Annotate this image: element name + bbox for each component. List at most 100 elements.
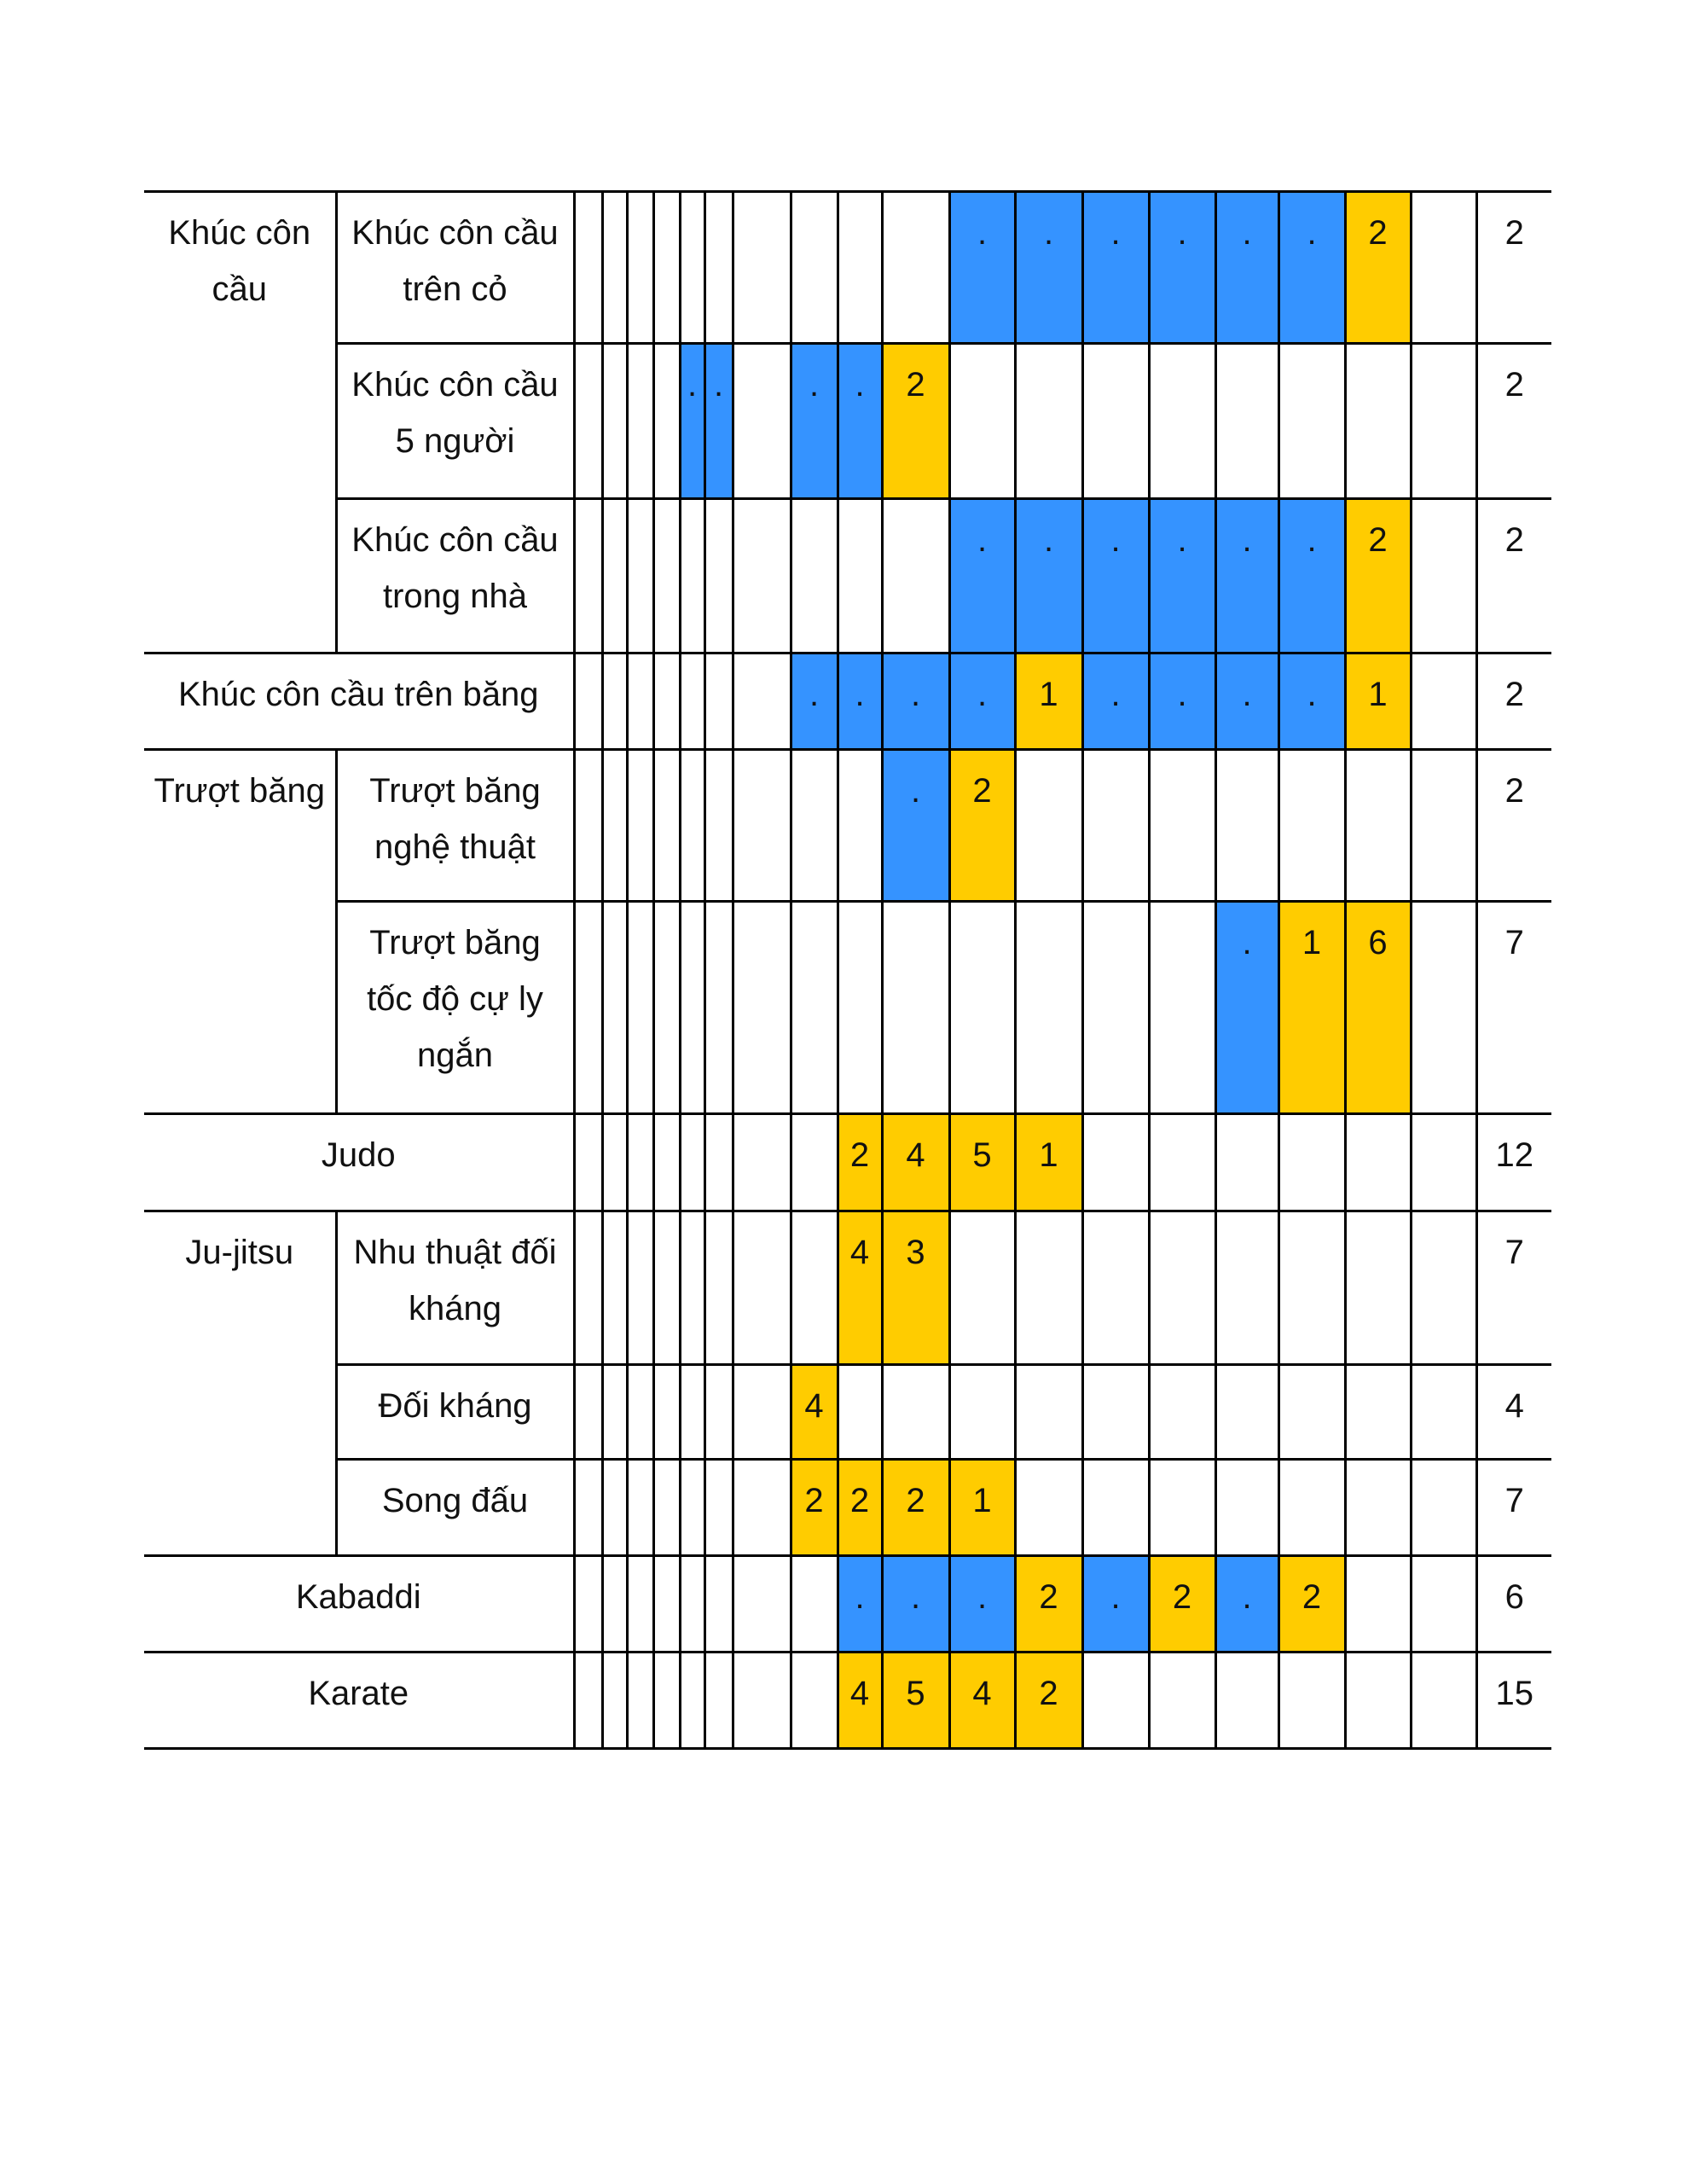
empty-cell: [1081, 900, 1151, 1115]
empty-cell: [703, 652, 734, 751]
event-name: Khúc côn cầu 5 người: [334, 342, 576, 500]
empty-cell: [600, 900, 629, 1115]
empty-cell: [1147, 1210, 1217, 1366]
session-cell: .: [1214, 900, 1280, 1115]
empty-cell: [678, 1112, 706, 1212]
empty-cell: [572, 190, 604, 345]
medal-event-cell: 6: [1343, 900, 1412, 1115]
session-cell: .: [1214, 1554, 1280, 1653]
medal-event-cell: 4: [836, 1210, 884, 1366]
table-row: Trượt băng Trượt băng nghệ thuật. 2 2: [144, 748, 1551, 1115]
empty-cell: [1147, 1363, 1217, 1461]
empty-cell: [625, 1458, 655, 1557]
empty-cell: [731, 652, 792, 751]
empty-cell: [572, 497, 604, 654]
table-row: Khúc côn cầu 5 người.... 2 2: [144, 342, 1551, 500]
session-cell: .: [1277, 652, 1347, 751]
medal-event-cell: 5: [948, 1112, 1017, 1212]
empty-cell: [572, 900, 604, 1115]
medal-event-cell: 4: [836, 1651, 884, 1750]
empty-cell: [652, 190, 681, 345]
session-cell: .: [1081, 652, 1151, 751]
sport-group-name: Khúc côn cầu: [144, 190, 338, 654]
empty-cell: [652, 1554, 681, 1653]
table-row: Kabaddi... 2. 2. 2 6: [144, 1554, 1551, 1653]
medal-event-cell: 1: [1013, 652, 1084, 751]
empty-cell: [731, 748, 792, 903]
empty-cell: [678, 1458, 706, 1557]
empty-cell: [652, 1363, 681, 1461]
total-cell: 2: [1475, 190, 1551, 345]
empty-cell: [600, 1458, 629, 1557]
empty-cell: [652, 1458, 681, 1557]
empty-cell: [789, 190, 839, 345]
empty-cell: [1214, 1363, 1280, 1461]
empty-cell: [678, 652, 706, 751]
empty-cell: [731, 342, 792, 500]
event-name: Trượt băng nghệ thuật: [334, 748, 576, 903]
empty-cell: [572, 1458, 604, 1557]
medal-event-cell: 2: [880, 1458, 951, 1557]
empty-cell: [1343, 748, 1412, 903]
total-cell: 12: [1475, 1112, 1551, 1212]
empty-cell: [652, 1651, 681, 1750]
table-row: Karate 4 5 4 2 15: [144, 1651, 1551, 1750]
empty-cell: [1147, 342, 1217, 500]
empty-cell: [572, 1112, 604, 1212]
empty-cell: [600, 652, 629, 751]
empty-cell: [600, 1363, 629, 1461]
empty-cell: [678, 1363, 706, 1461]
empty-cell: [1409, 1651, 1478, 1750]
empty-cell: [703, 900, 734, 1115]
empty-cell: [678, 190, 706, 345]
medal-event-cell: 2: [1343, 190, 1412, 345]
event-name: Đối kháng: [334, 1363, 576, 1461]
empty-cell: [625, 1554, 655, 1653]
empty-cell: [703, 748, 734, 903]
empty-cell: [625, 497, 655, 654]
medal-event-cell: 2: [1277, 1554, 1347, 1653]
empty-cell: [789, 748, 839, 903]
total-cell: 4: [1475, 1363, 1551, 1461]
empty-cell: [1081, 1651, 1151, 1750]
empty-cell: [1013, 900, 1084, 1115]
session-cell: .: [948, 1554, 1017, 1653]
medal-event-cell: 3: [880, 1210, 951, 1366]
empty-cell: [1409, 1458, 1478, 1557]
empty-cell: [703, 497, 734, 654]
session-cell: .: [948, 497, 1017, 654]
empty-cell: [1214, 342, 1280, 500]
empty-cell: [836, 190, 884, 345]
sport-group-name: Ju-jitsu: [144, 1210, 338, 1557]
session-cell: .: [836, 652, 884, 751]
empty-cell: [1214, 1210, 1280, 1366]
medal-event-cell: 1: [948, 1458, 1017, 1557]
empty-cell: [572, 1651, 604, 1750]
empty-cell: [625, 190, 655, 345]
empty-cell: [703, 190, 734, 345]
empty-cell: [625, 342, 655, 500]
empty-cell: [1214, 1458, 1280, 1557]
session-cell: .: [1277, 190, 1347, 345]
empty-cell: [1147, 1458, 1217, 1557]
empty-cell: [836, 900, 884, 1115]
empty-cell: [1214, 1112, 1280, 1212]
session-cell: .: [1214, 497, 1280, 654]
empty-cell: [880, 900, 951, 1115]
empty-cell: [1409, 1363, 1478, 1461]
medal-event-cell: 1: [1013, 1112, 1084, 1212]
session-cell: .: [1147, 190, 1217, 345]
session-cell: .: [880, 748, 951, 903]
empty-cell: [789, 1112, 839, 1212]
sport-name: Judo: [144, 1112, 576, 1212]
empty-cell: [880, 1363, 951, 1461]
table-row: Judo 2 4 5 1 12: [144, 1112, 1551, 1212]
empty-cell: [678, 900, 706, 1115]
empty-cell: [652, 1210, 681, 1366]
empty-cell: [703, 1651, 734, 1750]
empty-cell: [625, 652, 655, 751]
empty-cell: [678, 1210, 706, 1366]
table-row: Khúc côn cầu trong nhà...... 2 2: [144, 497, 1551, 654]
empty-cell: [1277, 342, 1347, 500]
session-cell: .: [948, 652, 1017, 751]
